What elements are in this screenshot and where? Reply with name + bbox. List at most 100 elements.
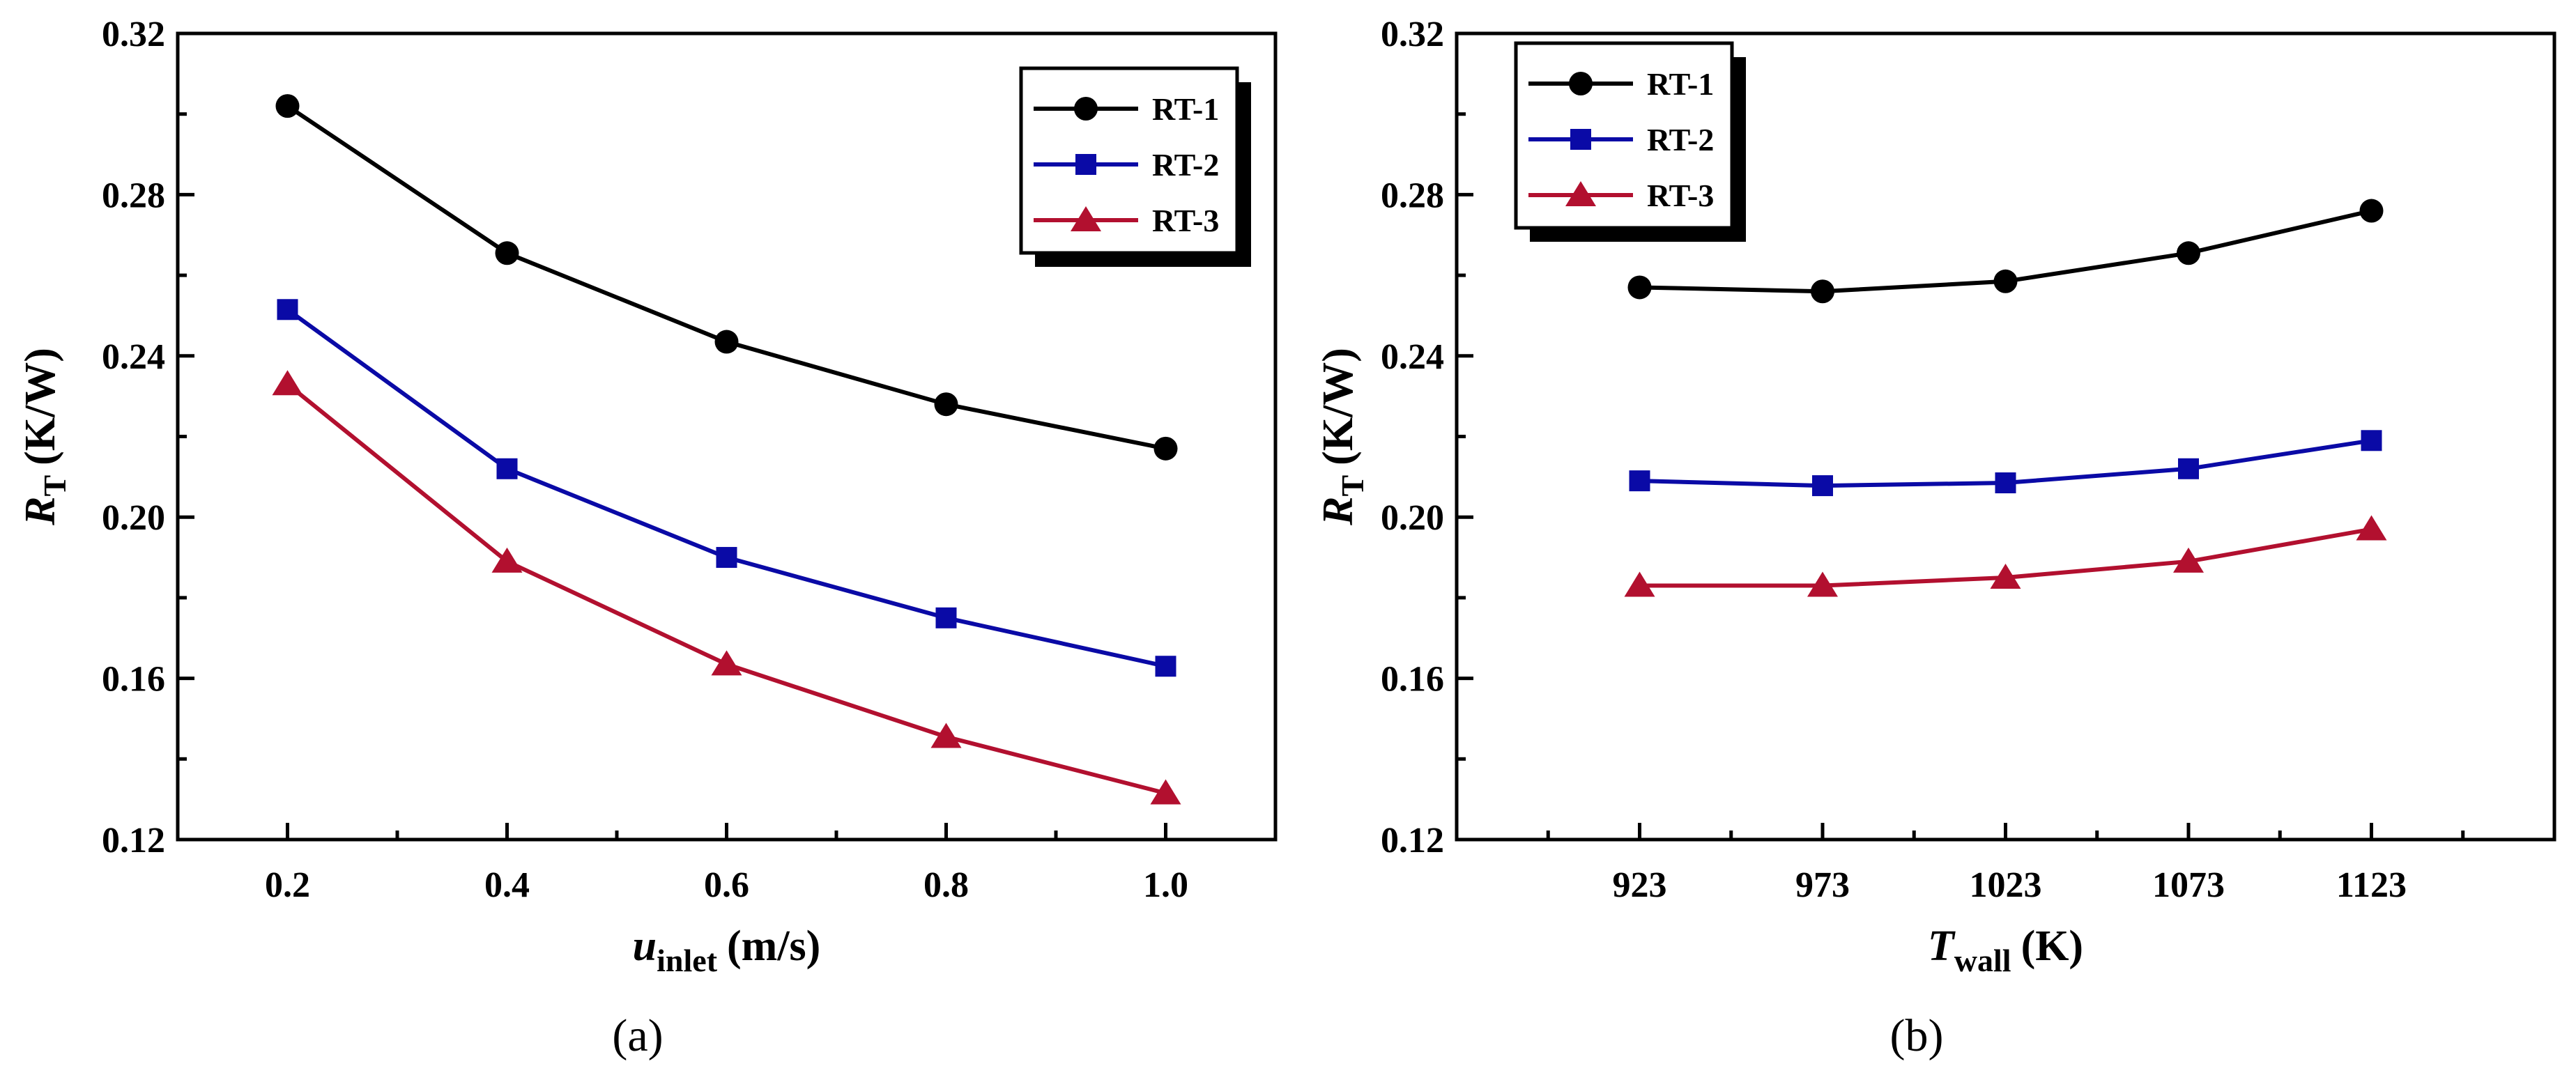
legend-item: RT-3 (1528, 178, 1714, 213)
data-point (934, 392, 958, 417)
panel-label: (a) (612, 1010, 663, 1061)
data-point (1153, 436, 1178, 461)
data-point (1150, 779, 1181, 805)
data-point (2359, 199, 2384, 223)
x-tick-label: 1073 (2152, 865, 2225, 905)
series-rt-2 (1629, 430, 2382, 497)
y-tick-label: 0.24 (1381, 337, 1444, 377)
x-tick-label: 0.4 (484, 865, 530, 905)
x-tick-label: 0.2 (265, 865, 310, 905)
y-tick-label: 0.20 (102, 498, 165, 538)
y-tick-label: 0.32 (102, 15, 165, 54)
data-point (495, 241, 519, 265)
legend-label: RT-3 (1152, 203, 1219, 238)
y-tick-label: 0.32 (1381, 15, 1444, 54)
x-tick-label: 0.8 (923, 865, 969, 905)
legend-marker (1565, 181, 1596, 206)
data-point (2178, 458, 2199, 479)
y-tick-label: 0.20 (1381, 498, 1444, 538)
x-axis-title-unit: (m/s) (727, 922, 820, 970)
y-axis-title-symbol: R (1314, 497, 1362, 526)
series-rt-2 (277, 299, 1176, 677)
series-rt-1 (1627, 199, 2384, 304)
x-tick-label: 1123 (2336, 865, 2407, 905)
legend-label: RT-3 (1647, 178, 1714, 213)
panel-label: (b) (1890, 1010, 1944, 1061)
legend-label: RT-1 (1152, 91, 1219, 127)
legend-label: RT-2 (1152, 147, 1219, 183)
y-axis-title-subscript: T (37, 475, 72, 497)
data-point (496, 458, 518, 479)
legend-marker (1075, 154, 1096, 175)
x-tick-label: 1023 (1970, 865, 2042, 905)
legend-marker (1071, 206, 1101, 231)
data-point (277, 299, 298, 320)
data-point (491, 547, 523, 573)
x-tick-label: 923 (1613, 865, 1667, 905)
series-rt-3 (272, 370, 1181, 805)
x-axis-title: Twall (K) (1928, 922, 2083, 978)
data-point (272, 370, 303, 396)
x-tick-label: 1.0 (1143, 865, 1188, 905)
series-line (286, 382, 1167, 796)
y-tick-label: 0.16 (1381, 660, 1444, 700)
x-tick-label: 973 (1795, 865, 1850, 905)
data-point (1990, 563, 2021, 589)
x-tick-label: 0.6 (704, 865, 749, 905)
x-axis-title-symbol: u (633, 922, 657, 970)
data-point (1995, 472, 2016, 494)
data-point (2173, 547, 2204, 573)
y-axis-title-subscript: T (1335, 475, 1370, 497)
y-tick-label: 0.28 (102, 176, 165, 215)
y-axis-title: RT (K/W) (17, 348, 72, 526)
x-axis-title-unit: (K) (2021, 922, 2084, 970)
data-point (711, 650, 742, 676)
x-axis-title: uinlet (m/s) (633, 922, 821, 978)
y-tick-label: 0.24 (102, 337, 165, 377)
legend-marker (1074, 97, 1098, 121)
x-axis-title-subscript: wall (1954, 943, 2011, 978)
series-rt-3 (1624, 515, 2387, 597)
legend-label: RT-1 (1647, 66, 1714, 102)
legend-item: RT-2 (1528, 122, 1714, 157)
chart-panel-a: 0.12 0.16 0.20 0.24 0.28 0.32 0.2 0.4 0.6 0.8 1.0 R… (17, 15, 1278, 1061)
data-point (930, 723, 962, 748)
data-point (2356, 515, 2387, 541)
series-rt-1 (275, 94, 1178, 461)
legend-marker (1570, 129, 1591, 150)
y-axis-title-unit: (K/W) (17, 348, 64, 465)
legend: RT-1 RT-2 RT-3 (1514, 41, 1746, 242)
y-axis-title-unit: (K/W) (1314, 348, 1362, 465)
legend-label: RT-2 (1647, 122, 1714, 157)
data-point (2177, 241, 2200, 265)
y-tick-label: 0.28 (1381, 176, 1444, 215)
legend-item: RT-2 (1034, 147, 1219, 183)
y-tick-label: 0.12 (102, 821, 165, 860)
y-tick-label: 0.12 (1381, 821, 1444, 860)
data-point (275, 94, 300, 118)
data-point (716, 547, 737, 569)
data-point (1993, 269, 2018, 293)
data-point (1812, 475, 1833, 497)
data-point (1155, 656, 1176, 677)
legend-item: RT-1 (1034, 91, 1219, 127)
y-axis-title: RT (K/W) (1314, 348, 1370, 526)
data-point (714, 330, 739, 354)
data-point (1811, 279, 1834, 304)
y-tick-label: 0.16 (102, 660, 165, 700)
data-point (1627, 275, 1652, 300)
x-axis-title-subscript: inlet (657, 943, 718, 978)
x-axis-title-symbol: T (1928, 922, 1956, 970)
data-point (1629, 470, 1650, 492)
data-point (1624, 571, 1655, 597)
chart-panel-b: 0.12 0.16 0.20 0.24 0.28 0.32 923 973 1023 1073 11… (1314, 15, 2556, 1061)
legend: RT-1 RT-2 RT-3 (1019, 66, 1251, 267)
data-point (1807, 571, 1838, 597)
y-axis-title-symbol: R (17, 497, 64, 526)
legend-marker (1569, 72, 1593, 95)
data-point (2361, 430, 2382, 451)
data-point (935, 607, 957, 628)
legend-item: RT-3 (1034, 203, 1219, 238)
legend-item: RT-1 (1528, 66, 1714, 102)
